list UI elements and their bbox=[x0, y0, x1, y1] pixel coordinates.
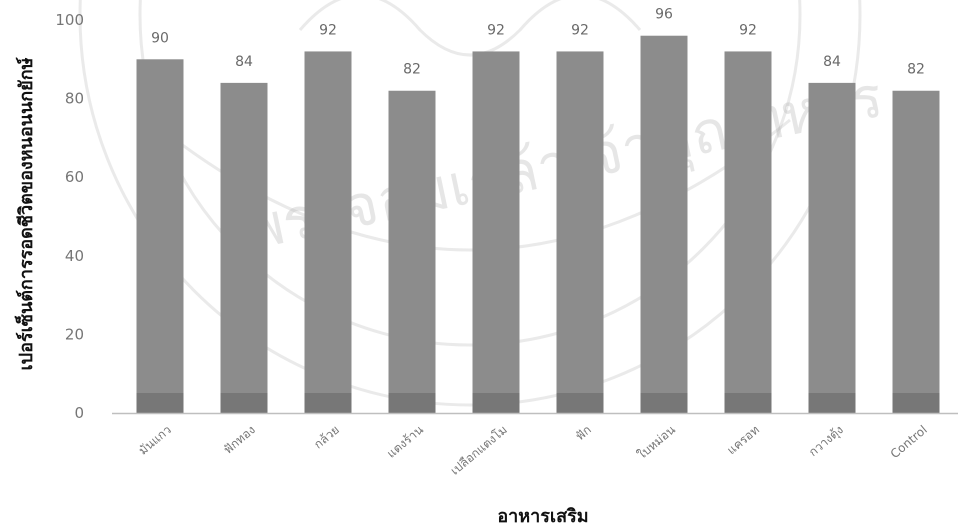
bar-base-segment bbox=[472, 393, 520, 413]
bar bbox=[388, 90, 436, 414]
bar bbox=[724, 51, 772, 413]
x-axis-title: อาหารเสริม bbox=[497, 506, 588, 527]
x-tick-label: กวางตุ้ง bbox=[806, 423, 846, 460]
bar-base-segment bbox=[724, 393, 772, 413]
data-label: 82 bbox=[907, 62, 925, 78]
data-label: 84 bbox=[235, 54, 253, 70]
y-axis-ticks: 0 20 40 60 80 100 bbox=[55, 11, 84, 422]
data-label: 84 bbox=[823, 54, 841, 70]
x-tick-label: มันแกว bbox=[136, 423, 174, 458]
y-tick-label: 0 bbox=[74, 404, 84, 422]
y-tick-label: 60 bbox=[65, 168, 84, 186]
bar-base-segment bbox=[136, 393, 184, 413]
bar-base-segment bbox=[388, 393, 436, 413]
data-label: 90 bbox=[151, 30, 169, 46]
y-tick-label: 20 bbox=[65, 325, 84, 343]
data-labels: 90 84 92 82 92 92 96 92 84 82 bbox=[151, 7, 925, 78]
bar bbox=[808, 82, 856, 413]
data-label: 82 bbox=[403, 62, 421, 78]
data-label: 96 bbox=[655, 7, 673, 23]
data-label: 92 bbox=[571, 22, 589, 38]
data-label: 92 bbox=[319, 22, 337, 38]
x-tick-label: แครอท bbox=[724, 423, 762, 458]
bar bbox=[472, 51, 520, 413]
y-tick-label: 40 bbox=[65, 247, 84, 265]
x-tick-label: ฟัก bbox=[573, 423, 594, 444]
bar bbox=[220, 82, 268, 413]
bar-base-segment bbox=[892, 393, 940, 413]
y-axis-title: เปอร์เซ็นต์การรอดชีวิตของหนอนนกยักษ์ bbox=[14, 57, 37, 370]
bar bbox=[304, 51, 352, 413]
data-label: 92 bbox=[739, 22, 757, 38]
bar-base-segment bbox=[220, 393, 268, 413]
bar bbox=[556, 51, 604, 413]
y-tick-label: 100 bbox=[55, 11, 84, 29]
bar bbox=[640, 35, 688, 413]
x-tick-label: แตงร้าน bbox=[384, 423, 426, 461]
bar-base-segment bbox=[640, 393, 688, 413]
bars bbox=[136, 35, 940, 414]
x-tick-label: ใบหม่อน bbox=[635, 423, 678, 462]
bar bbox=[892, 90, 940, 414]
data-label: 92 bbox=[487, 22, 505, 38]
bar-base-segment bbox=[808, 393, 856, 413]
bar-base-segment bbox=[304, 393, 352, 413]
x-tick-label: ฟักทอง bbox=[221, 423, 258, 457]
bar-base-segment bbox=[556, 393, 604, 413]
bar bbox=[136, 59, 184, 414]
y-tick-label: 80 bbox=[65, 90, 84, 108]
x-tick-label: เปลือกแตงโม bbox=[448, 423, 510, 478]
x-axis-ticks: มันแกว ฟักทอง กล้วย แตงร้าน เปลือกแตงโม ฟัก ใบ… bbox=[136, 423, 930, 478]
x-tick-label: Control bbox=[888, 423, 930, 462]
x-tick-label: กล้วย bbox=[311, 423, 342, 452]
